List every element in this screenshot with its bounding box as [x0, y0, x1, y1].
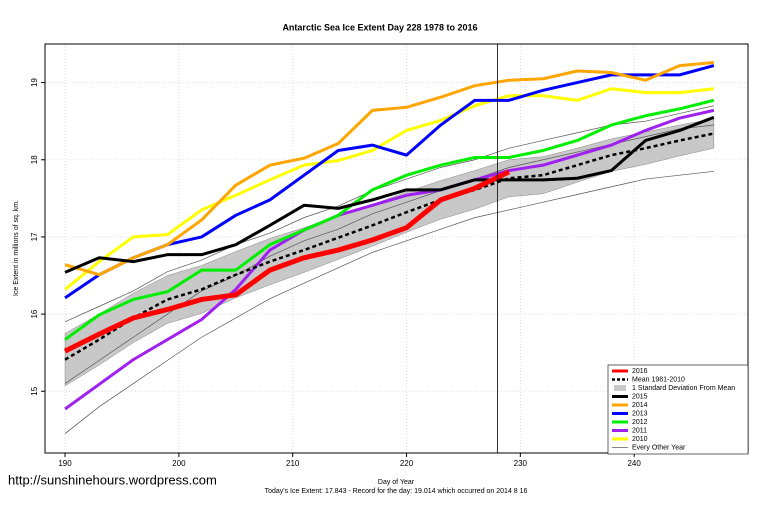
legend-label: Every Other Year: [632, 444, 686, 451]
legend-label: 2015: [632, 393, 648, 400]
series-line: [64, 61, 714, 277]
series-line: [64, 115, 715, 274]
legend-label: 2011: [632, 427, 647, 434]
plot-frame: [44, 43, 749, 454]
legend-label: 2012: [632, 419, 648, 426]
y-tick-label: 17: [30, 232, 39, 241]
series-line: [64, 108, 715, 411]
legend-label: 1 Standard Deviation From Mean: [632, 385, 735, 392]
legend-label: 2013: [632, 410, 648, 417]
legend-label: 2016: [632, 368, 648, 375]
legend-box: [607, 364, 749, 455]
x-tick-label: 190: [58, 459, 72, 468]
x-tick-label: 230: [514, 459, 528, 468]
std-band: [64, 118, 715, 387]
y-axis-label: Ice Extent in millions of sq. km.: [13, 200, 20, 296]
legend-swatch: [614, 385, 626, 391]
watermark: http://sunshinehours.wordpress.com: [8, 472, 217, 487]
legend-label: 2014: [632, 402, 648, 409]
footer: Today's Ice Extent: 17.843 - Record for …: [265, 488, 528, 495]
chart-title: Antarctic Sea Ice Extent Day 228 1978 to…: [282, 22, 477, 32]
legend-label: Mean 1981-2010: [632, 376, 685, 383]
y-tick-label: 18: [30, 155, 39, 164]
y-tick-label: 15: [30, 386, 39, 395]
x-tick-label: 220: [400, 459, 414, 468]
y-tick-label: 16: [30, 309, 39, 318]
series-line: [63, 169, 511, 354]
series-line: [64, 64, 715, 300]
x-tick-label: 210: [286, 459, 300, 468]
series-line: [64, 87, 715, 291]
y-tick-label: 19: [30, 78, 39, 87]
x-tick-label: 240: [627, 459, 641, 468]
other-year-line: [64, 170, 714, 434]
legend-label: 2010: [632, 436, 648, 443]
series-line: [64, 98, 715, 341]
x-tick-label: 200: [172, 459, 186, 468]
x-axis-label: Day of Year: [378, 479, 415, 486]
